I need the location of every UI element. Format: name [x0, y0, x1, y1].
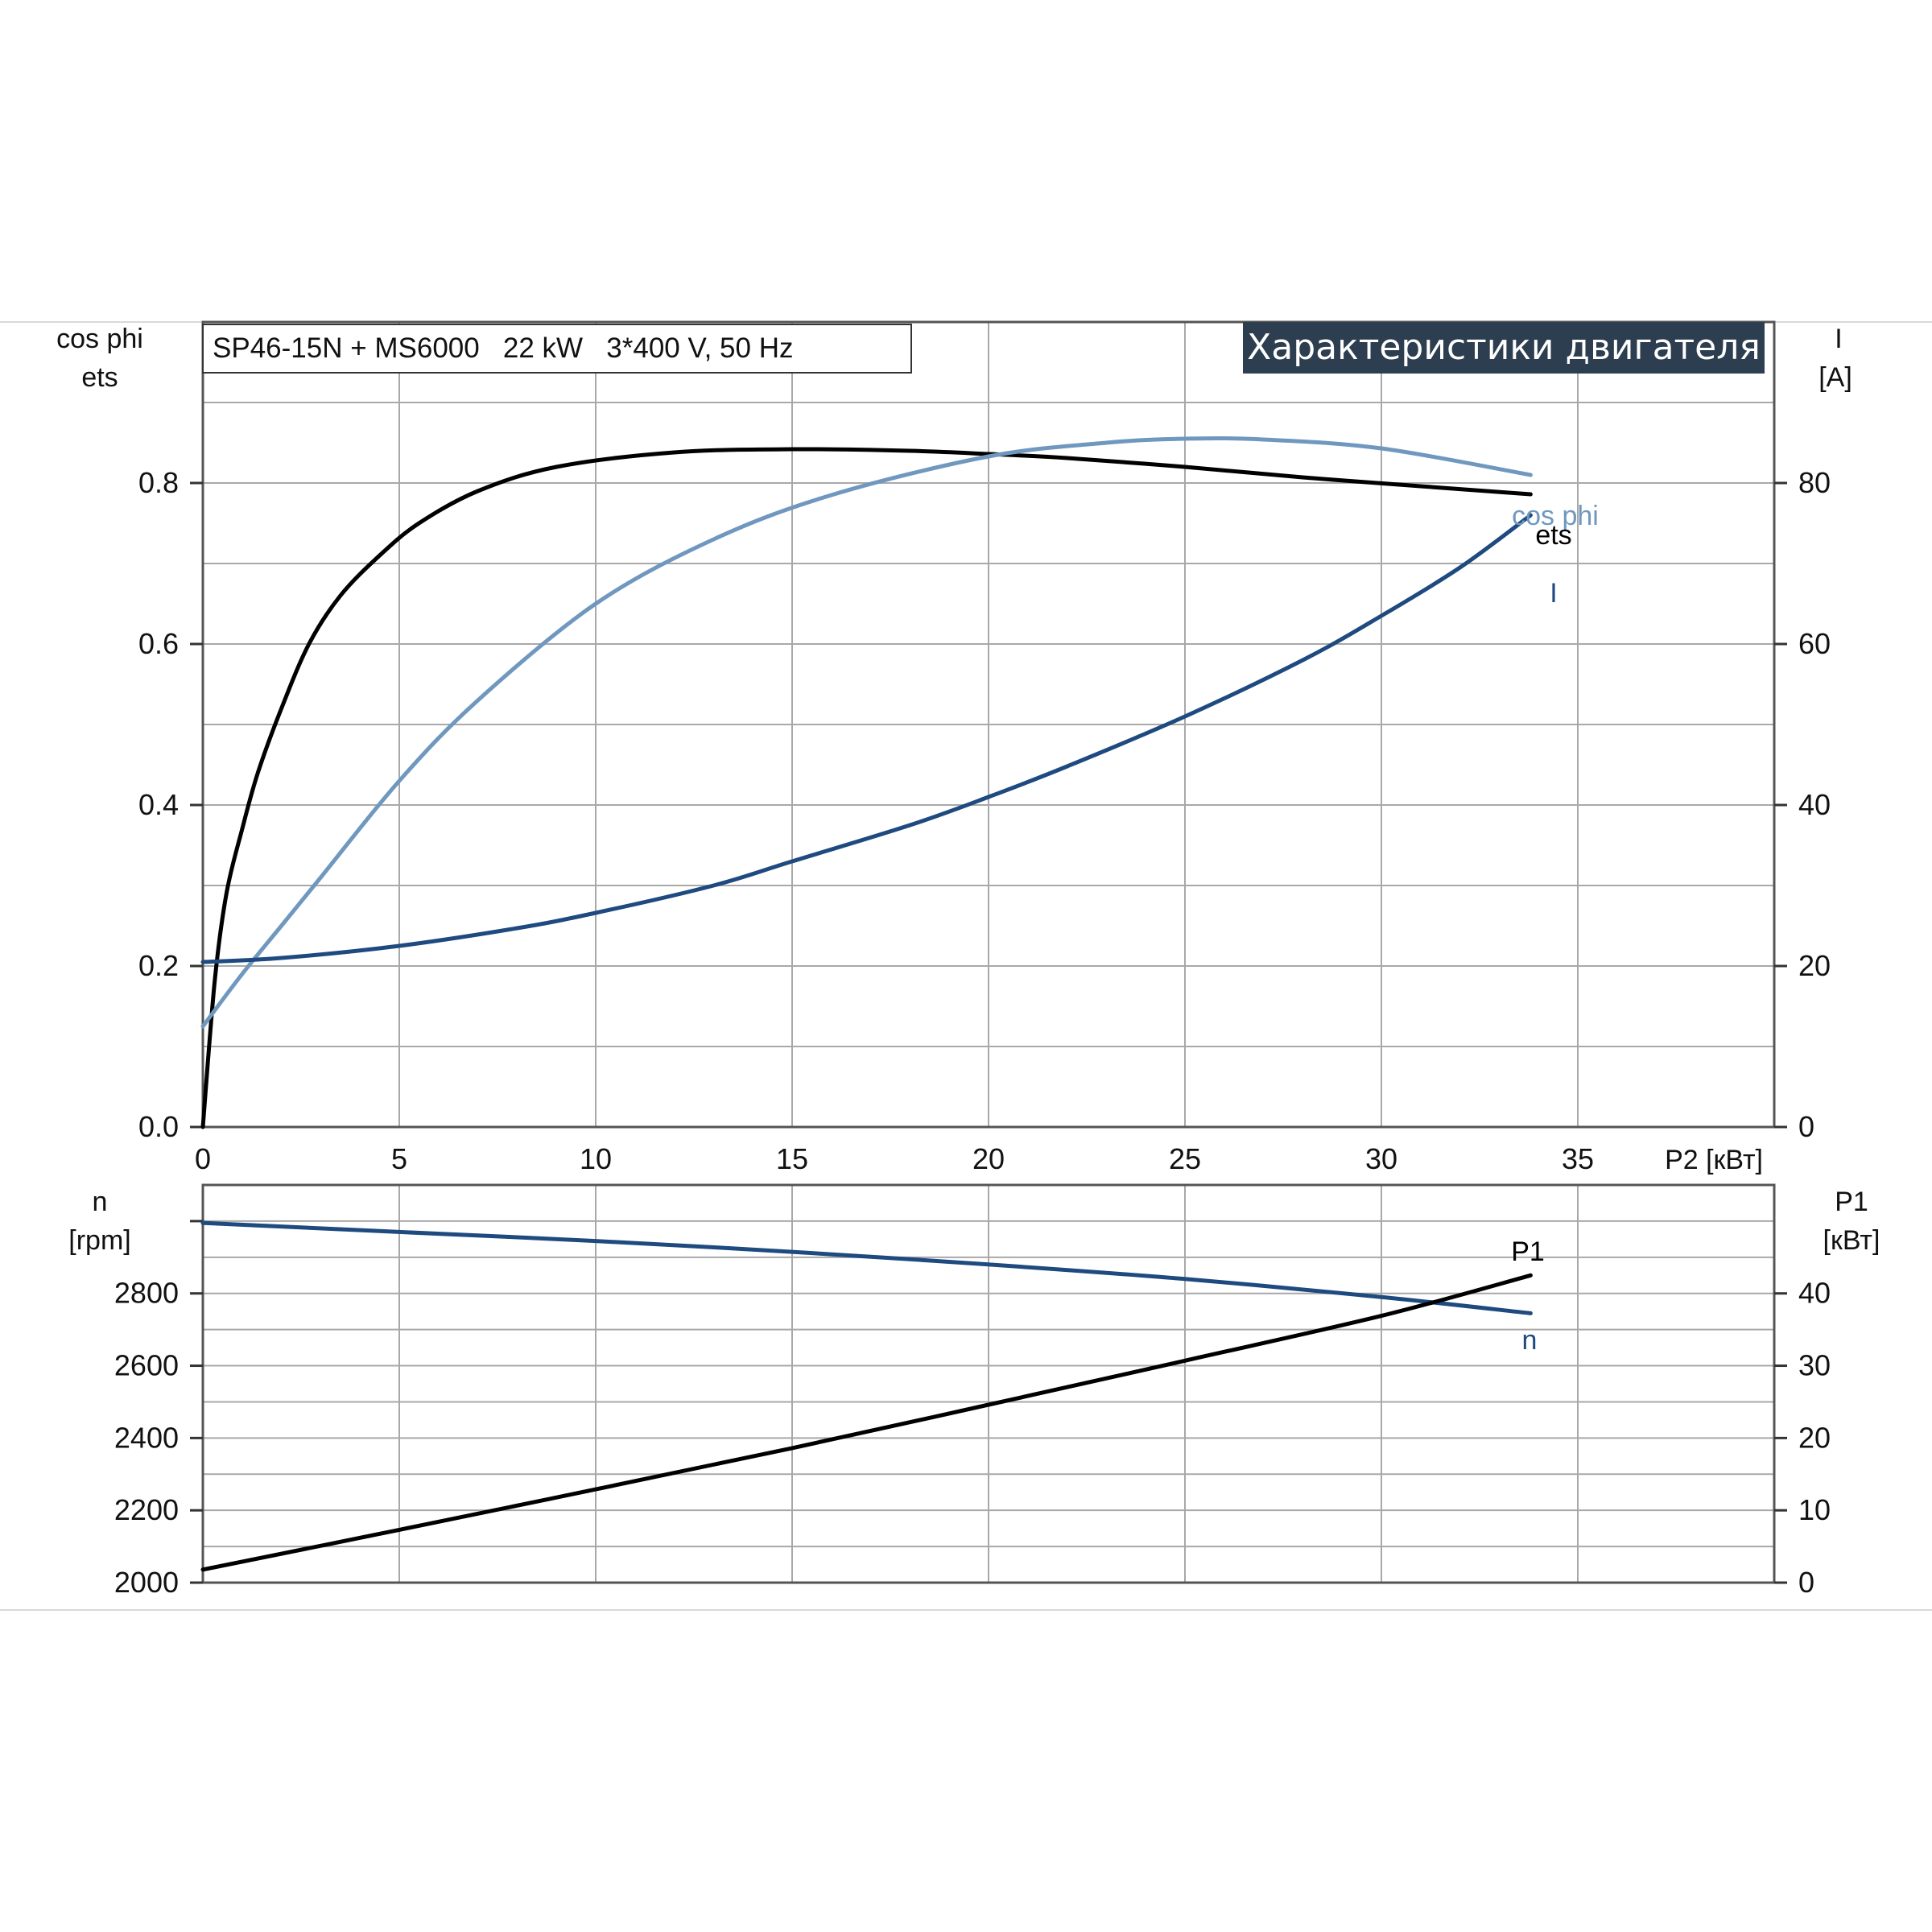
left-axis-label-cosphi: cos phi	[56, 324, 143, 354]
top-plot-frame	[201, 320, 1776, 1129]
right-y-tick-label: 20	[1798, 949, 1831, 982]
left-y-tick-label: 0.4	[138, 788, 179, 821]
title-box	[202, 324, 912, 374]
p1-curve	[200, 1273, 1533, 1572]
chart-title: SP46-15N + MS6000 22 kW 3*400 V, 50 Hz	[213, 332, 793, 364]
x-tick-label: 25	[1169, 1142, 1201, 1175]
bottom-left-y-tick-label: 2800	[114, 1277, 179, 1310]
bottom-left-y-tick-label: 2400	[114, 1421, 179, 1454]
bottom-plot-grid	[203, 1185, 1774, 1583]
right-y-tick-label: 0	[1798, 1110, 1814, 1143]
curve-label-n: n	[1522, 1325, 1538, 1356]
bottom-left-y-tick-label: 2000	[114, 1566, 179, 1599]
banner-background	[1243, 322, 1765, 374]
bottom-plot-frame	[201, 1183, 1776, 1584]
bottom-left-axis-label-n: n	[93, 1187, 108, 1217]
curve-label-i: I	[1550, 578, 1557, 609]
bottom-right-y-tick-label: 0	[1798, 1566, 1814, 1599]
bottom-right-axis-label-p1: P1	[1835, 1187, 1868, 1217]
current-curve	[200, 513, 1533, 964]
bottom-right-y-tick-label: 30	[1798, 1349, 1831, 1382]
ets-curve	[200, 447, 1533, 1129]
bottom-left-y-tick-label: 2200	[114, 1493, 179, 1526]
bottom-left-y-tick-label: 2600	[114, 1349, 179, 1382]
curve-label-ets: ets	[1535, 520, 1571, 551]
right-y-tick-label: 40	[1798, 788, 1831, 821]
bottom-right-y-tick-label: 40	[1798, 1277, 1831, 1310]
bottom-right-y-tick-label: 10	[1798, 1493, 1831, 1526]
bottom-right-y-tick-label: 20	[1798, 1421, 1831, 1454]
x-tick-label: 35	[1562, 1142, 1594, 1175]
x-tick-label: 0	[195, 1142, 211, 1175]
banner-title: Характеристики двигателя	[1247, 327, 1761, 368]
x-axis-label: P2 [кВт]	[1665, 1145, 1763, 1175]
left-axis-label-ets: ets	[81, 362, 118, 393]
x-tick-label: 30	[1365, 1142, 1397, 1175]
left-y-tick-label: 0.2	[138, 949, 179, 982]
curve-label-cosphi: cos phi	[1512, 501, 1599, 531]
left-y-tick-label: 0.0	[138, 1110, 179, 1143]
x-tick-label: 20	[972, 1142, 1005, 1175]
cosphi-curve	[200, 436, 1533, 1029]
curves	[200, 436, 1533, 1572]
x-tick-label: 10	[580, 1142, 612, 1175]
axis-ticks: 0 5 10 15 20 25 30 35 0.0 0.2 0.4 0.6 0.8 0 20 40 60 80 20…	[114, 466, 1831, 1599]
top-plot-grid	[203, 321, 1774, 1127]
x-tick-label: 5	[391, 1142, 407, 1175]
left-y-tick-label: 0.6	[138, 627, 179, 660]
right-axis-label-i: I	[1835, 324, 1842, 354]
bottom-right-axis-label-unit: [кВт]	[1823, 1225, 1880, 1256]
right-axis-label-unit: [A]	[1818, 362, 1852, 393]
right-y-tick-label: 60	[1798, 627, 1831, 660]
curve-label-p1: P1	[1511, 1236, 1545, 1267]
right-y-tick-label: 80	[1798, 466, 1831, 499]
x-tick-label: 15	[776, 1142, 808, 1175]
left-y-tick-label: 0.8	[138, 466, 179, 499]
speed-curve	[200, 1220, 1533, 1315]
bottom-left-axis-label-unit: [rpm]	[68, 1225, 130, 1256]
